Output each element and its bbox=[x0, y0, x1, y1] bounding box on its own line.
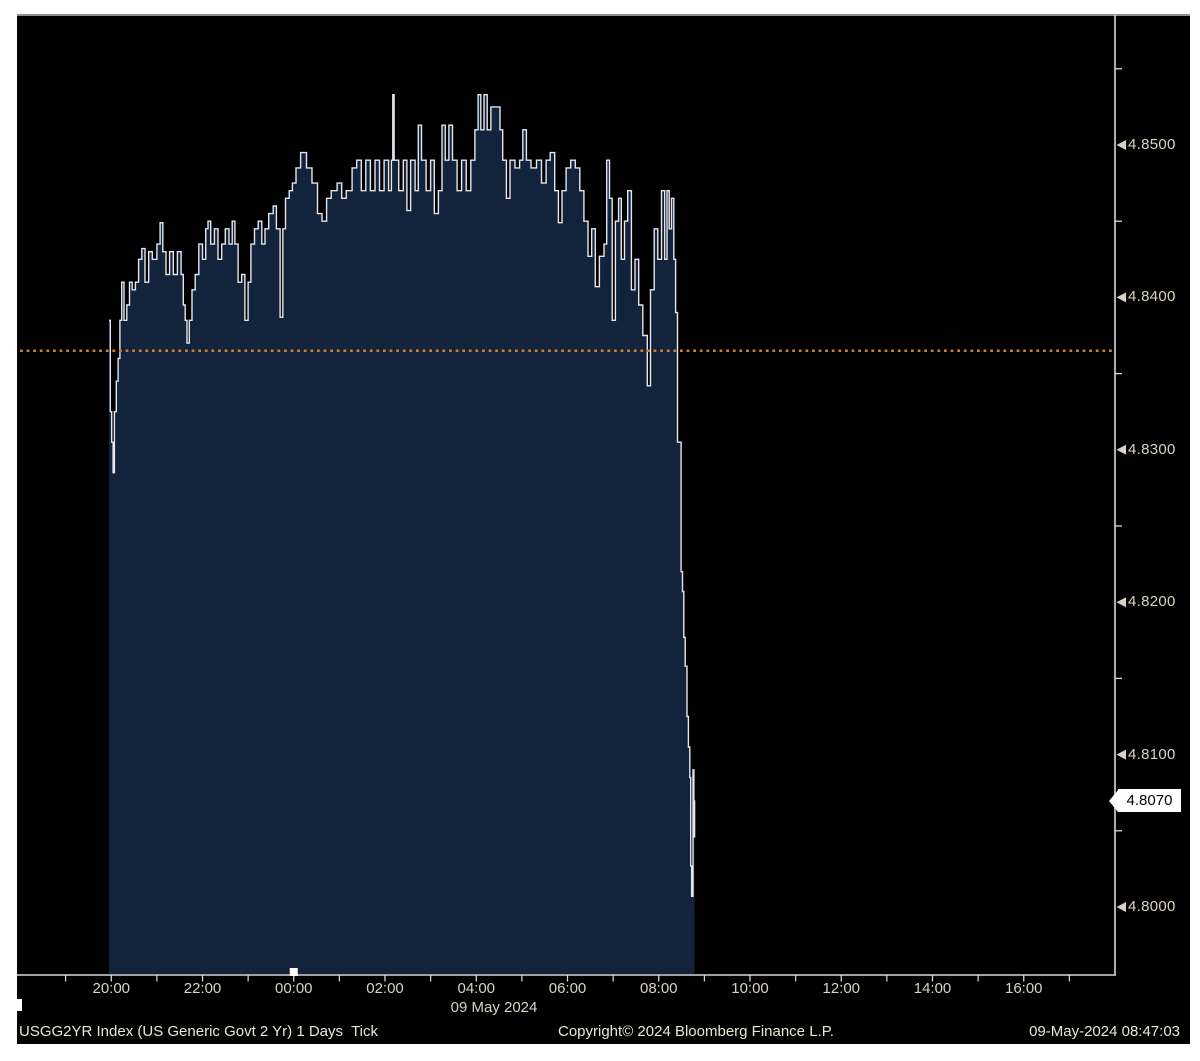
y-axis-label: 4.8100 bbox=[1128, 745, 1176, 763]
x-axis-label: 12:00 bbox=[822, 980, 861, 997]
x-axis-label: 22:00 bbox=[183, 980, 222, 997]
status-bar: USGG2YR Index (US Generic Govt 2 Yr) 1 D… bbox=[0, 1021, 1200, 1045]
security-description: USGG2YR Index (US Generic Govt 2 Yr) 1 D… bbox=[19, 1023, 379, 1040]
y-axis-tick-arrow bbox=[1116, 140, 1126, 150]
y-axis-tick-arrow bbox=[1116, 597, 1126, 608]
terminal-timestamp: 09-May-2024 08:47:03 bbox=[1029, 1023, 1180, 1040]
x-axis-label: 00:00 bbox=[274, 980, 313, 997]
x-axis-label: 02:00 bbox=[366, 980, 404, 997]
last-price-value: 4.8070 bbox=[1126, 792, 1173, 809]
y-axis-tick-arrow bbox=[1116, 444, 1126, 455]
cursor-block bbox=[17, 999, 22, 1011]
x-axis-label: 10:00 bbox=[731, 980, 769, 997]
y-axis-label: 4.8400 bbox=[1128, 288, 1176, 306]
y-axis-label: 4.8500 bbox=[1128, 136, 1176, 153]
y-axis-label: 4.8000 bbox=[1128, 898, 1176, 915]
midnight-marker bbox=[289, 968, 298, 976]
last-price-marker: 4.8070 bbox=[1109, 789, 1181, 812]
x-axis-date-label: 09 May 2024 bbox=[450, 999, 538, 1016]
price-step-line bbox=[109, 94, 696, 897]
price-area-fill bbox=[109, 94, 695, 974]
x-axis-label: 06:00 bbox=[548, 980, 587, 997]
y-axis-label: 4.8300 bbox=[1128, 440, 1176, 458]
y-axis-tick-arrow bbox=[1116, 749, 1126, 760]
x-axis-label: 08:00 bbox=[639, 980, 678, 997]
y-axis-label: 4.8200 bbox=[1128, 593, 1176, 611]
x-axis-label: 14:00 bbox=[913, 980, 952, 997]
y-axis-tick-arrow bbox=[1116, 292, 1126, 303]
copyright-text: Copyright© 2024 Bloomberg Finance L.P. bbox=[558, 1023, 834, 1040]
x-axis-label: 04:00 bbox=[457, 980, 496, 997]
x-axis-label: 16:00 bbox=[1004, 980, 1043, 997]
y-axis-tick-arrow bbox=[1116, 902, 1126, 912]
x-axis-label: 20:00 bbox=[92, 980, 131, 997]
